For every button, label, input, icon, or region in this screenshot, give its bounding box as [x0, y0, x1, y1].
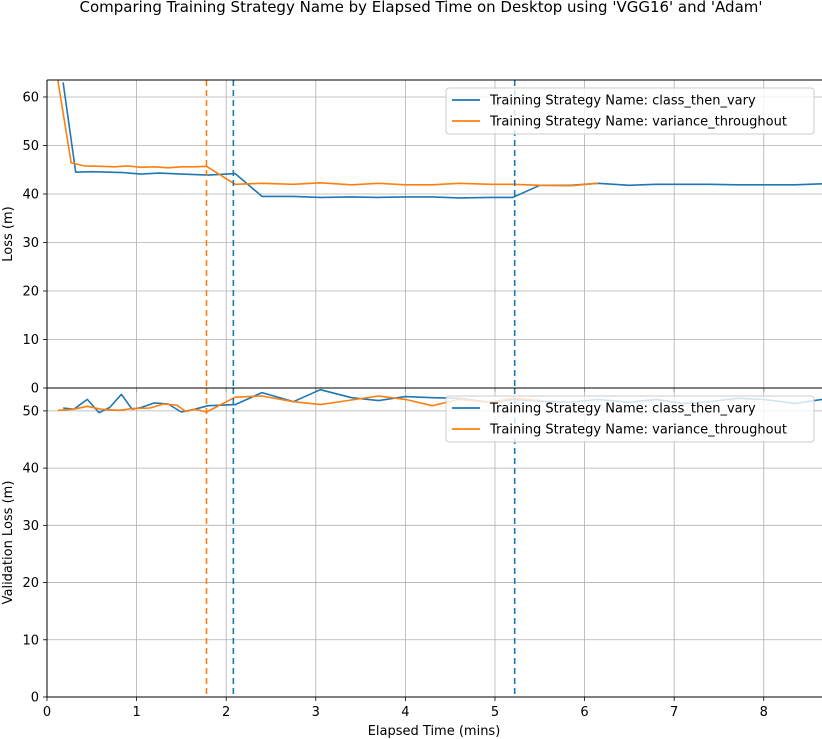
- legend-box: [445, 395, 815, 443]
- legend-label-class_then_vary: Training Strategy Name: class_then_vary: [489, 402, 756, 417]
- y-tick-label: 30: [22, 236, 39, 251]
- plot-area: [57, 80, 822, 199]
- x-tick-label: 3: [312, 705, 320, 720]
- x-tick-label: 5: [491, 705, 499, 720]
- x-tick-label: 2: [222, 705, 230, 720]
- x-axis-label: Elapsed Time (mins): [368, 724, 501, 739]
- y-tick-label: 0: [31, 691, 39, 706]
- x-tick-label: 4: [401, 705, 409, 720]
- y-tick-label: 0: [31, 382, 39, 397]
- y-tick-label: 20: [22, 284, 39, 299]
- x-tick-label: 8: [760, 705, 768, 720]
- series-line-variance_throughout: [57, 80, 599, 187]
- chart-panel-1: 0 10 20 30 40 50 60 Loss (m) Training Strategy N…: [1, 79, 822, 397]
- y-axis-label: Validation Loss (m): [1, 481, 16, 605]
- y-axis-label: Loss (m): [1, 206, 16, 261]
- x-tick-label: 1: [132, 705, 140, 720]
- x-tick-label: 7: [670, 705, 678, 720]
- y-tick-label: 10: [22, 633, 39, 648]
- y-tick-label: 40: [22, 187, 39, 202]
- x-tick-label: 6: [580, 705, 588, 720]
- legend-box: [445, 87, 815, 135]
- y-tick-label: 40: [22, 462, 39, 477]
- y-tick-label: 60: [22, 90, 39, 105]
- legend-label-variance_throughout: Training Strategy Name: variance_through…: [489, 423, 787, 438]
- y-tick-label: 20: [22, 576, 39, 591]
- y-tick-label: 50: [22, 139, 39, 154]
- legend: Training Strategy Name: class_then_vary T…: [445, 87, 815, 135]
- y-tick-label: 50: [22, 404, 39, 419]
- y-tick-label: 30: [22, 519, 39, 534]
- series-line-class_then_vary: [62, 82, 822, 199]
- x-tick-label: 0: [43, 705, 51, 720]
- legend-label-class_then_vary: Training Strategy Name: class_then_vary: [489, 94, 756, 109]
- series-line-variance_throughout: [57, 395, 540, 413]
- y-tick-label: 10: [22, 333, 39, 348]
- legend-label-variance_throughout: Training Strategy Name: variance_through…: [489, 115, 787, 130]
- legend: Training Strategy Name: class_then_vary T…: [445, 395, 815, 443]
- chart-panel-2: 0 10 20 30 40 50 0 1 2 3 4 5 6 7 8 Validation Loss (m) T…: [1, 387, 822, 720]
- chart-title: Comparing Training Strategy Name by Elap…: [80, 0, 763, 16]
